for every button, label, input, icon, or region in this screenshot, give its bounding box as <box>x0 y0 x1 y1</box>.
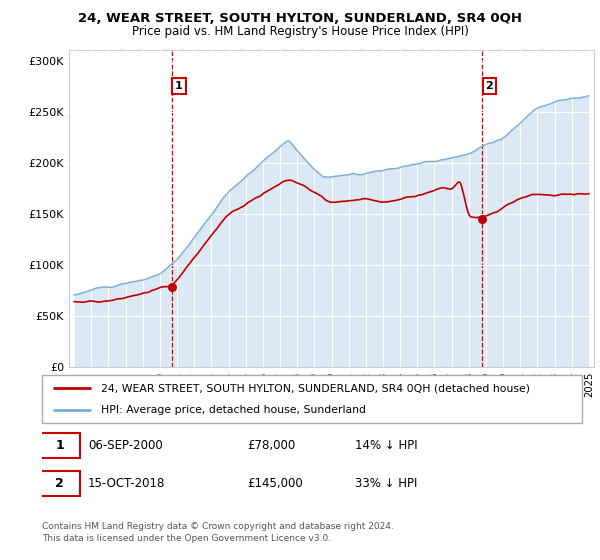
Text: 06-SEP-2000: 06-SEP-2000 <box>88 440 163 452</box>
FancyBboxPatch shape <box>42 375 582 423</box>
Text: 1: 1 <box>55 440 64 452</box>
Text: Contains HM Land Registry data © Crown copyright and database right 2024.
This d: Contains HM Land Registry data © Crown c… <box>42 522 394 543</box>
Text: 24, WEAR STREET, SOUTH HYLTON, SUNDERLAND, SR4 0QH: 24, WEAR STREET, SOUTH HYLTON, SUNDERLAN… <box>78 12 522 25</box>
FancyBboxPatch shape <box>40 433 80 458</box>
Text: 15-OCT-2018: 15-OCT-2018 <box>88 477 165 490</box>
FancyBboxPatch shape <box>40 472 80 496</box>
Text: 14% ↓ HPI: 14% ↓ HPI <box>355 440 418 452</box>
Text: 2: 2 <box>55 477 64 490</box>
Text: 2: 2 <box>485 81 493 91</box>
Text: Price paid vs. HM Land Registry's House Price Index (HPI): Price paid vs. HM Land Registry's House … <box>131 25 469 38</box>
Text: 24, WEAR STREET, SOUTH HYLTON, SUNDERLAND, SR4 0QH (detached house): 24, WEAR STREET, SOUTH HYLTON, SUNDERLAN… <box>101 383 530 393</box>
Text: HPI: Average price, detached house, Sunderland: HPI: Average price, detached house, Sund… <box>101 405 367 415</box>
Text: 1: 1 <box>175 81 183 91</box>
Text: £145,000: £145,000 <box>247 477 303 490</box>
Text: £78,000: £78,000 <box>247 440 295 452</box>
Text: 33% ↓ HPI: 33% ↓ HPI <box>355 477 418 490</box>
